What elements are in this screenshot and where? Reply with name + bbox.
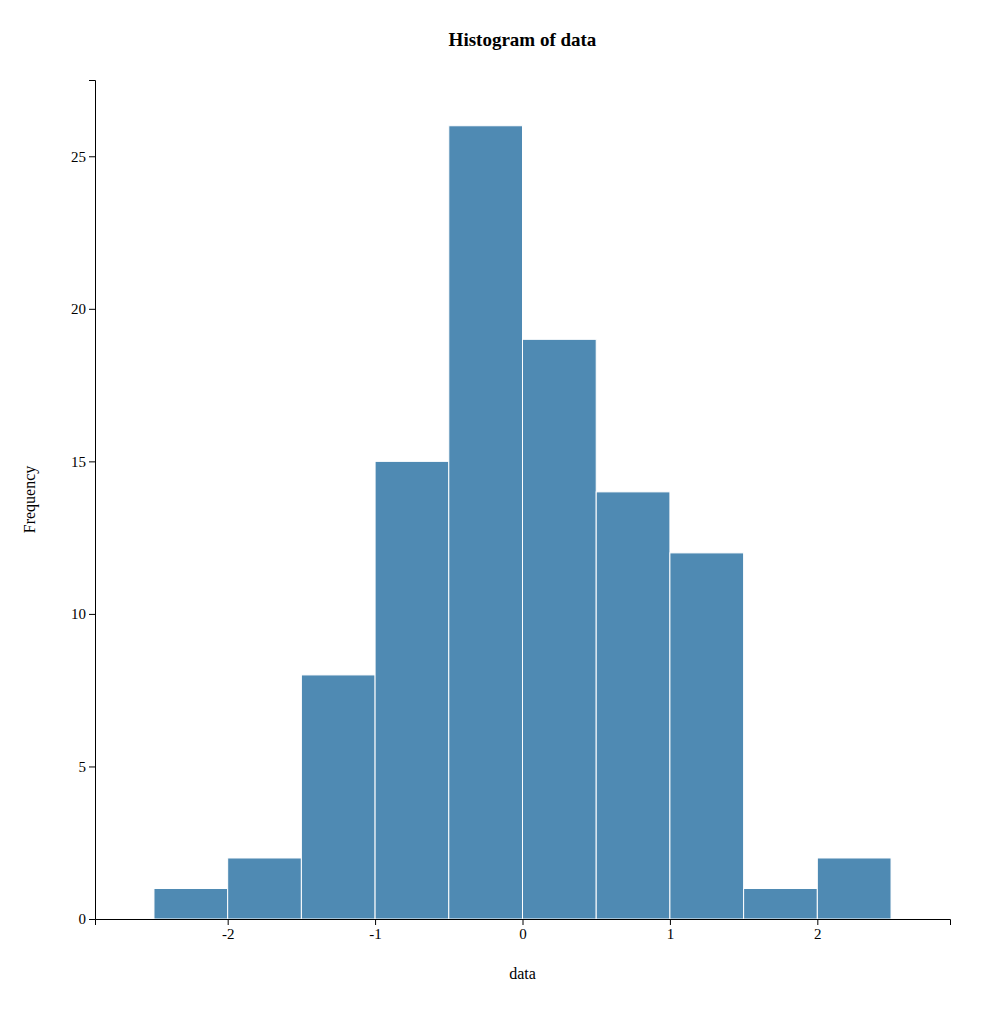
y-axis-line (89, 81, 96, 920)
x-tick: 1 (667, 919, 675, 942)
y-tick-mark (89, 766, 95, 767)
bar (301, 675, 375, 919)
x-tick-label: 0 (519, 926, 527, 942)
x-axis: -2 -1 0 1 2 (96, 919, 951, 942)
bar (228, 858, 302, 919)
x-axis-title: data (509, 965, 536, 982)
title: Histogram of data (449, 29, 597, 50)
y-tick: 15 (71, 454, 95, 470)
x-tick-label: -1 (369, 926, 382, 942)
x-tick-mark (523, 919, 524, 925)
x-tick-mark (375, 919, 376, 925)
y-tick: 5 (79, 759, 96, 775)
y-tick: 0 (79, 911, 96, 927)
y-tick-mark (89, 461, 95, 462)
y-tick-mark (89, 919, 95, 920)
x-tick: -1 (369, 919, 382, 942)
bar (670, 553, 744, 919)
bar (154, 888, 228, 919)
y-tick-label: 15 (71, 454, 86, 470)
x-tick-mark (670, 919, 671, 925)
bar (375, 461, 449, 919)
bar (817, 858, 891, 919)
x-tick: 0 (519, 919, 527, 942)
x-tick-label: 2 (814, 926, 822, 942)
y-axis: 0 5 10 15 20 25 (71, 81, 96, 928)
y-tick-label: 10 (71, 606, 86, 622)
y-axis-title: Frequency (21, 466, 39, 534)
bar (596, 492, 670, 919)
x-tick-label: -2 (222, 926, 235, 942)
x-axis-line (96, 920, 951, 926)
y-tick: 20 (71, 301, 95, 317)
x-tick: 2 (814, 919, 822, 942)
y-tick: 10 (71, 606, 95, 622)
y-tick-mark (89, 309, 95, 310)
bar (744, 888, 818, 919)
y-tick-label: 0 (79, 911, 87, 927)
x-tick-label: 1 (667, 926, 675, 942)
chart: -2-10120510152025Histogram of datadataFr… (0, 0, 990, 1014)
bars (154, 126, 891, 919)
y-tick-label: 20 (71, 301, 86, 317)
x-tick-mark (817, 919, 818, 925)
plot-area: -2-10120510152025 (71, 81, 951, 942)
bar (449, 126, 523, 919)
y-tick-label: 25 (71, 149, 86, 165)
y-tick: 25 (71, 149, 95, 165)
y-tick-mark (89, 614, 95, 615)
x-tick: -2 (222, 919, 235, 942)
y-tick-mark (89, 156, 95, 157)
y-tick-label: 5 (79, 759, 87, 775)
bar (523, 339, 597, 919)
x-tick-mark (228, 919, 229, 925)
